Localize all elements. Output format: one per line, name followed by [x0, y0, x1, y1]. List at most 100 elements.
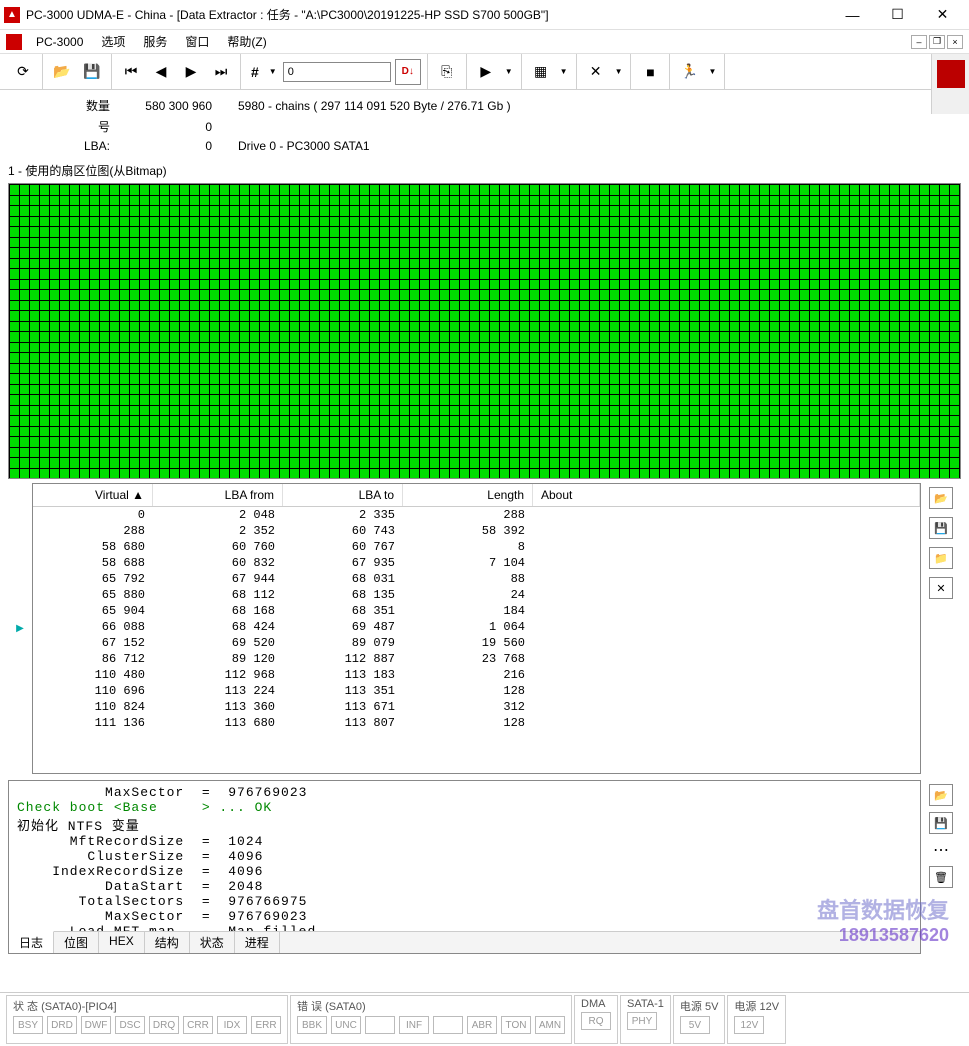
status-cell: IDX — [217, 1016, 247, 1034]
menu-service[interactable]: 服务 — [135, 31, 175, 52]
menu-window[interactable]: 窗口 — [177, 31, 217, 52]
goto-d-icon[interactable]: D↓ — [395, 59, 421, 85]
bitmap-cell — [650, 227, 659, 237]
bitmap-cell — [170, 280, 179, 290]
table-row[interactable]: 110 696113 224113 351128 — [33, 683, 920, 699]
bitmap-cell — [730, 448, 739, 458]
mdi-restore-button[interactable]: ❐ — [929, 35, 945, 49]
menu-help[interactable]: 帮助(Z) — [219, 31, 274, 52]
first-icon[interactable]: ⏮ — [118, 59, 144, 85]
tools-icon[interactable]: ✕ — [583, 59, 609, 85]
table-row[interactable]: 67 15269 52089 07919 560 — [33, 635, 920, 651]
th-about[interactable]: About — [533, 484, 920, 506]
bitmap-cell — [300, 395, 309, 405]
lba-input[interactable] — [283, 62, 391, 82]
maximize-button[interactable]: ☐ — [875, 1, 920, 29]
bitmap-cell — [50, 280, 59, 290]
table-save-button[interactable]: 💾 — [929, 517, 953, 539]
log-open-button[interactable]: 📂 — [929, 784, 953, 806]
bitmap-cell — [810, 458, 819, 468]
run-icon[interactable]: 🏃 — [676, 59, 702, 85]
drive-icon[interactable] — [937, 60, 965, 88]
table-row[interactable]: 110 480112 968113 183216 — [33, 667, 920, 683]
refresh-icon[interactable]: ⟳ — [10, 59, 36, 85]
th-lba-from[interactable]: LBA from — [153, 484, 283, 506]
bitmap-cell — [530, 196, 539, 206]
play-dropdown-icon[interactable]: ▼ — [503, 67, 515, 76]
bitmap-cell — [670, 416, 679, 426]
open-icon[interactable]: 📂 — [49, 59, 75, 85]
bitmap-cell — [930, 248, 939, 258]
table-row[interactable]: 65 79267 94468 03188 — [33, 571, 920, 587]
log-delete-button[interactable]: 🗑 — [929, 866, 953, 888]
table-row[interactable]: 2882 35260 74358 392 — [33, 523, 920, 539]
table-row[interactable]: 58 68060 76060 7678 — [33, 539, 920, 555]
bitmap-cell — [540, 248, 549, 258]
bitmap-cell — [580, 437, 589, 447]
mdi-close-button[interactable]: × — [947, 35, 963, 49]
log-tab-位图[interactable]: 位图 — [54, 932, 99, 953]
mdi-minimize-button[interactable]: – — [911, 35, 927, 49]
table-row[interactable]: 58 68860 83267 9357 104 — [33, 555, 920, 571]
bitmap-cell — [200, 227, 209, 237]
bitmap-cell — [230, 280, 239, 290]
table-folder-button[interactable]: 📁 — [929, 547, 953, 569]
bitmap-cell — [410, 458, 419, 468]
table-open-button[interactable]: 📂 — [929, 487, 953, 509]
menu-options[interactable]: 选项 — [93, 31, 133, 52]
play-icon[interactable]: ▶ — [473, 59, 499, 85]
log-tab-结构[interactable]: 结构 — [145, 932, 190, 953]
stop-icon[interactable]: ■ — [637, 59, 663, 85]
table-row[interactable]: 66 08868 42469 4871 064 — [33, 619, 920, 635]
bitmap-cell — [540, 427, 549, 437]
next-icon[interactable]: ▶ — [178, 59, 204, 85]
grid-dropdown-icon[interactable]: ▼ — [558, 67, 570, 76]
bitmap-cell — [110, 458, 119, 468]
run-dropdown-icon[interactable]: ▼ — [706, 67, 718, 76]
table-row[interactable]: 65 88068 11268 13524 — [33, 587, 920, 603]
log-tab-日志[interactable]: 日志 — [9, 931, 54, 953]
bitmap-cell — [120, 322, 129, 332]
bitmap-cell — [650, 458, 659, 468]
last-icon[interactable]: ⏭ — [208, 59, 234, 85]
bitmap-cell — [510, 238, 519, 248]
minimize-button[interactable]: — — [830, 1, 875, 29]
table-row[interactable]: 65 90468 16868 351184 — [33, 603, 920, 619]
bitmap-cell — [910, 196, 919, 206]
bitmap-cell — [870, 374, 879, 384]
log-tab-状态[interactable]: 状态 — [190, 932, 235, 953]
export-icon[interactable]: ⎘ — [434, 59, 460, 85]
bitmap-cell — [780, 280, 789, 290]
log-tab-进程[interactable]: 进程 — [235, 932, 280, 953]
bitmap-cell — [730, 374, 739, 384]
tools-dropdown-icon[interactable]: ▼ — [613, 67, 625, 76]
table-row[interactable]: 111 136113 680113 807128 — [33, 715, 920, 731]
th-lba-to[interactable]: LBA to — [283, 484, 403, 506]
table-row[interactable]: 110 824113 360113 671312 — [33, 699, 920, 715]
bitmap-cell — [600, 196, 609, 206]
bitmap-cell — [690, 374, 699, 384]
grid-icon[interactable]: ▦ — [528, 59, 554, 85]
bitmap-cell — [340, 364, 349, 374]
th-virtual[interactable]: Virtual ▲ — [33, 484, 153, 506]
table-body[interactable]: 02 0482 3352882882 35260 74358 39258 680… — [33, 507, 920, 773]
bitmap-cell — [650, 406, 659, 416]
close-button[interactable]: ✕ — [920, 1, 965, 29]
log-save-button[interactable]: 💾 — [929, 812, 953, 834]
bitmap-cell — [640, 374, 649, 384]
bitmap-cell — [610, 238, 619, 248]
table-row[interactable]: 86 71289 120112 88723 768 — [33, 651, 920, 667]
menubar-app-label[interactable]: PC-3000 — [28, 33, 91, 51]
bitmap-cell — [540, 290, 549, 300]
save-icon[interactable]: 💾 — [79, 59, 105, 85]
table-row[interactable]: 02 0482 335288 — [33, 507, 920, 523]
bitmap-cell — [70, 427, 79, 437]
hash-dropdown-icon[interactable]: ▼ — [267, 67, 279, 76]
bitmap-area[interactable] — [8, 183, 961, 479]
prev-icon[interactable]: ◀ — [148, 59, 174, 85]
bitmap-cell — [630, 217, 639, 227]
log-tab-HEX[interactable]: HEX — [99, 932, 145, 953]
table-clear-button[interactable]: ✕ — [929, 577, 953, 599]
th-length[interactable]: Length — [403, 484, 533, 506]
bitmap-cell — [600, 374, 609, 384]
